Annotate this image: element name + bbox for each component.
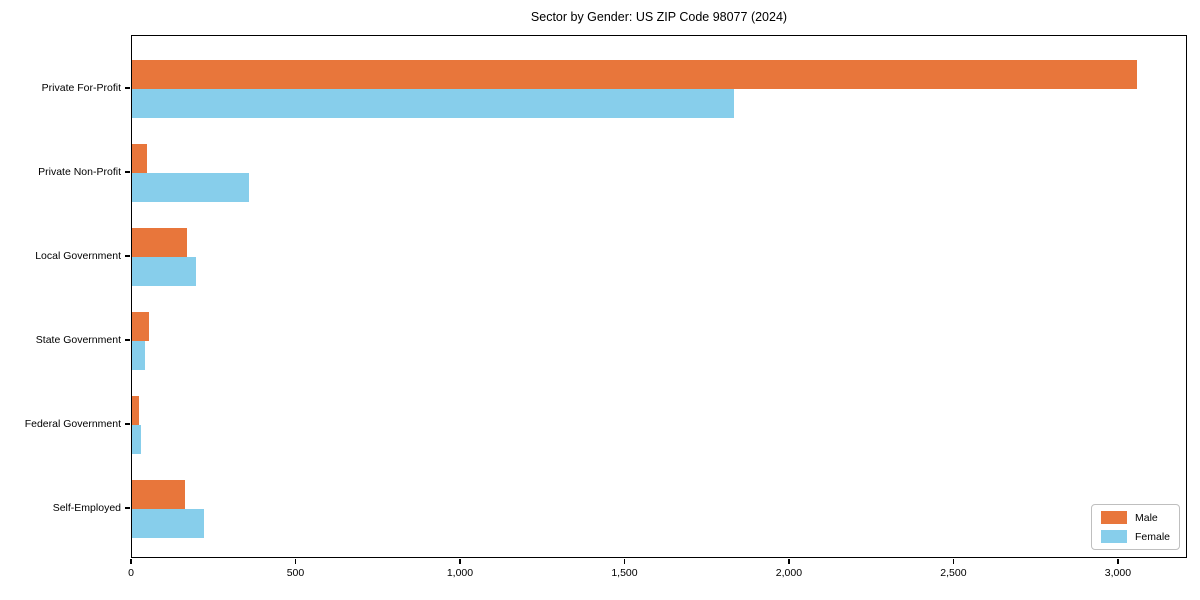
legend-entry-female: Female	[1100, 530, 1170, 543]
female-series-swatch	[1100, 530, 1127, 543]
y-tick-mark	[125, 423, 130, 425]
bar-female-self-employed	[132, 509, 204, 538]
y-axis-label-private-non-profit: Private Non-Profit	[38, 166, 121, 178]
bar-female-federal-government	[132, 425, 141, 454]
bar-female-local-government	[132, 257, 197, 286]
x-tick-label-2-500: 2,500	[940, 567, 967, 579]
y-tick-mark	[125, 255, 130, 257]
y-tick-mark	[125, 507, 130, 509]
bar-male-private-non-profit	[132, 144, 148, 173]
x-tick-label-500: 500	[286, 567, 305, 579]
chart-title: Sector by Gender: US ZIP Code 98077 (202…	[530, 10, 788, 24]
y-tick-mark	[125, 339, 130, 341]
x-tick-mark	[130, 559, 132, 564]
x-tick-mark	[294, 559, 297, 564]
x-tick-mark	[952, 559, 955, 564]
x-tick-label-1-000: 1,000	[446, 567, 474, 579]
y-tick-mark	[125, 171, 130, 173]
bar-male-federal-government	[132, 396, 139, 425]
legend-label-male: Male	[1134, 511, 1158, 524]
y-axis-label-federal-government: Federal Government	[24, 418, 121, 430]
plot-area: Male Female	[131, 35, 1187, 558]
bar-female-state-government	[132, 341, 146, 370]
y-axis-label-state-government: State Government	[35, 334, 121, 346]
bar-male-state-government	[132, 312, 150, 341]
legend-entry-male: Male	[1100, 511, 1170, 524]
x-tick-mark	[788, 559, 790, 564]
bar-male-self-employed	[132, 480, 186, 509]
legend: Male Female	[1090, 504, 1180, 550]
male-series-swatch	[1100, 511, 1127, 524]
x-tick-label-3-000: 3,000	[1104, 567, 1132, 579]
legend-label-female: Female	[1134, 530, 1170, 543]
y-tick-mark	[125, 87, 130, 89]
y-axis-label-private-for-profit: Private For-Profit	[41, 82, 121, 94]
bar-male-local-government	[132, 228, 187, 257]
x-tick-mark	[623, 559, 626, 564]
bar-female-private-non-profit	[132, 173, 249, 202]
y-axis-label-local-government: Local Government	[35, 250, 121, 262]
y-axis-label-self-employed: Self-Employed	[52, 502, 121, 514]
x-tick-label-2-000: 2,000	[775, 567, 803, 579]
bar-female-private-for-profit	[132, 89, 735, 118]
x-tick-label-0: 0	[128, 567, 134, 579]
x-tick-label-1-500: 1,500	[611, 567, 638, 579]
x-tick-mark	[1117, 559, 1119, 564]
bar-male-private-for-profit	[132, 60, 1137, 89]
x-tick-mark	[459, 559, 461, 564]
